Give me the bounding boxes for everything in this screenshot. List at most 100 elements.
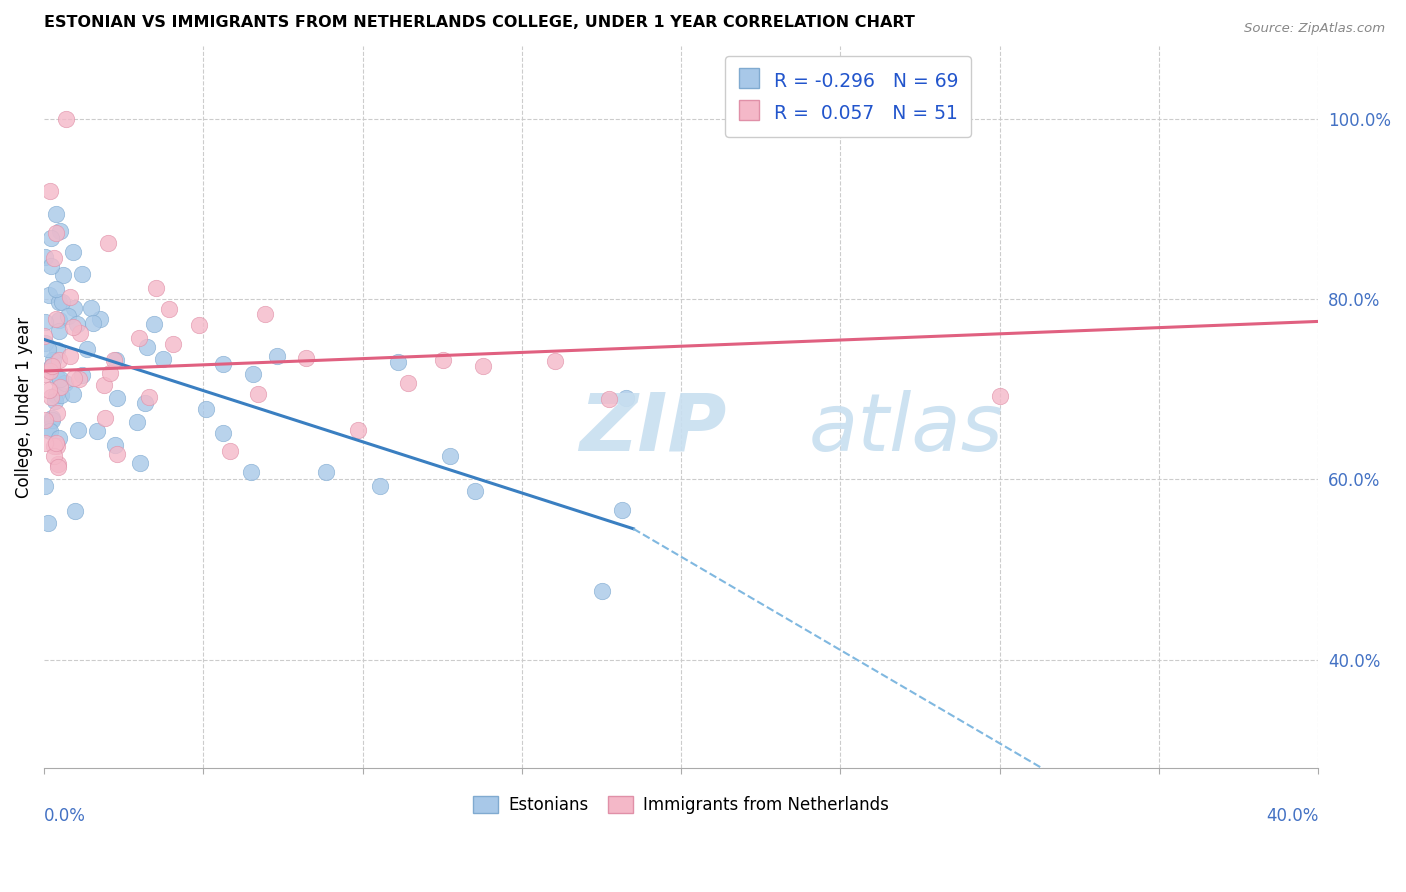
Point xyxy=(45,388,67,402)
Point xyxy=(145,281,167,295)
Point xyxy=(125,415,148,429)
Point xyxy=(138,390,160,404)
Point xyxy=(56,310,79,324)
Point xyxy=(105,447,128,461)
Point xyxy=(37,421,59,435)
Point xyxy=(63,301,86,316)
Point xyxy=(42,439,65,453)
Point xyxy=(239,466,262,480)
Point xyxy=(544,354,567,368)
Point xyxy=(63,504,86,518)
Point xyxy=(89,312,111,326)
Point xyxy=(34,479,56,493)
Point xyxy=(67,372,90,386)
Point xyxy=(105,391,128,405)
Point xyxy=(45,207,67,221)
Point xyxy=(86,424,108,438)
Point xyxy=(48,353,70,368)
Point xyxy=(212,425,235,440)
Point xyxy=(46,439,69,453)
Point xyxy=(614,391,637,405)
Point xyxy=(610,502,633,516)
Point xyxy=(387,355,409,369)
Point xyxy=(41,352,63,367)
Point xyxy=(187,318,209,333)
Point xyxy=(76,342,98,356)
Point xyxy=(129,456,152,470)
Point xyxy=(44,251,66,265)
Point xyxy=(62,320,84,334)
Point xyxy=(66,318,89,332)
Point xyxy=(48,324,70,338)
Text: Source: ZipAtlas.com: Source: ZipAtlas.com xyxy=(1244,22,1385,36)
Point xyxy=(98,367,121,381)
Point xyxy=(162,337,184,351)
Point xyxy=(41,390,63,404)
Point xyxy=(598,392,620,406)
Point xyxy=(432,353,454,368)
Text: 40.0%: 40.0% xyxy=(1265,807,1319,825)
Point xyxy=(34,315,56,329)
Point xyxy=(38,288,60,302)
Point xyxy=(45,343,67,358)
Point xyxy=(128,330,150,344)
Point xyxy=(49,388,72,402)
Point xyxy=(70,267,93,281)
Text: ESTONIAN VS IMMIGRANTS FROM NETHERLANDS COLLEGE, UNDER 1 YEAR CORRELATION CHART: ESTONIAN VS IMMIGRANTS FROM NETHERLANDS … xyxy=(44,15,915,30)
Point xyxy=(347,423,370,437)
Point xyxy=(39,361,62,376)
Point xyxy=(62,244,84,259)
Point xyxy=(34,436,56,450)
Point xyxy=(34,335,56,350)
Point xyxy=(45,371,67,385)
Point xyxy=(48,380,70,394)
Point xyxy=(439,449,461,463)
Point xyxy=(34,413,56,427)
Point xyxy=(48,294,70,309)
Point xyxy=(42,449,65,463)
Point xyxy=(39,364,62,378)
Point xyxy=(105,353,128,368)
Point xyxy=(157,302,180,317)
Point xyxy=(134,396,156,410)
Point xyxy=(143,317,166,331)
Text: ZIP: ZIP xyxy=(579,390,727,467)
Text: atlas: atlas xyxy=(808,390,1004,467)
Point xyxy=(212,357,235,371)
Point xyxy=(152,352,174,367)
Point xyxy=(62,387,84,401)
Point xyxy=(55,376,77,391)
Point xyxy=(194,402,217,417)
Point xyxy=(97,236,120,251)
Point xyxy=(396,376,419,391)
Point xyxy=(39,260,62,274)
Point xyxy=(591,584,613,599)
Point xyxy=(218,444,240,458)
Point xyxy=(315,465,337,479)
Point xyxy=(103,353,125,368)
Point xyxy=(104,438,127,452)
Point xyxy=(45,282,67,296)
Point xyxy=(41,411,63,425)
Point xyxy=(62,371,84,385)
Point xyxy=(44,394,66,409)
Point xyxy=(45,435,67,450)
Point xyxy=(55,112,77,126)
Point xyxy=(70,368,93,383)
Text: 0.0%: 0.0% xyxy=(44,807,86,825)
Point xyxy=(66,423,89,437)
Point xyxy=(52,268,75,282)
Point xyxy=(39,184,62,198)
Point xyxy=(37,342,59,356)
Point xyxy=(48,313,70,327)
Point xyxy=(34,250,56,264)
Point xyxy=(39,424,62,438)
Point xyxy=(51,295,73,310)
Point xyxy=(41,360,63,375)
Point xyxy=(246,387,269,401)
Point xyxy=(59,290,82,304)
Point xyxy=(45,312,67,326)
Point xyxy=(37,516,59,530)
Point xyxy=(80,301,103,315)
Point xyxy=(94,411,117,425)
